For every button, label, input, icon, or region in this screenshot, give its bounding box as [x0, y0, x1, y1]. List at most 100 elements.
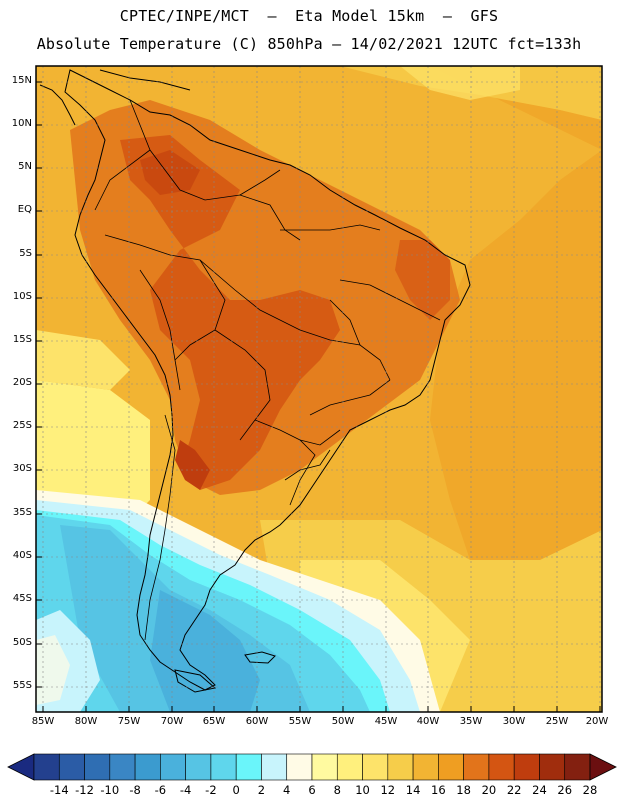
country-borders	[94, 99, 441, 641]
colorbar-label: 16	[431, 783, 446, 797]
lon-label-50w: 50W	[331, 716, 355, 727]
colorbar-label: 0	[232, 783, 240, 797]
lat-label-30s: 30S	[12, 463, 32, 474]
colorbar-box-2	[84, 753, 111, 781]
colorbar-label: -8	[129, 783, 141, 797]
border-12	[309, 379, 391, 416]
lon-label-75w: 75W	[117, 716, 141, 727]
colorbar-label: 6	[308, 783, 316, 797]
temperature-map	[35, 65, 603, 713]
colorbar-label: 18	[456, 783, 471, 797]
colorbar-box-10	[286, 753, 313, 781]
border-15	[144, 414, 176, 641]
lat-label-10s: 10S	[12, 291, 32, 302]
colorbar-label: 20	[481, 783, 497, 797]
colorbar-label: 10	[355, 783, 370, 797]
colorbar-box-11	[311, 753, 338, 781]
colorbar-label: -2	[205, 783, 217, 797]
lat-label-45s: 45S	[12, 593, 32, 604]
lat-label-55s: 55S	[12, 680, 32, 691]
lon-label-65w: 65W	[202, 716, 226, 727]
colorbar-low-arrow	[7, 753, 35, 781]
graticule	[36, 66, 602, 712]
colorbar-label: 8	[333, 783, 341, 797]
field-patagonia-ice	[36, 635, 70, 705]
chart-subtitle: Absolute Temperature (C) 850hPa – 14/02/…	[36, 35, 582, 53]
colorbar-box-17	[463, 753, 490, 781]
colorbar-box-1	[58, 753, 85, 781]
lon-label-25w: 25W	[545, 716, 569, 727]
colorbar	[7, 753, 617, 781]
colorbar-label: 14	[405, 783, 421, 797]
border-7	[254, 419, 316, 506]
colorbar-box-3	[109, 753, 136, 781]
lat-label-15s: 15S	[12, 334, 32, 345]
map-frame	[35, 65, 603, 713]
colorbar-label: -4	[179, 783, 192, 797]
lat-label-40s: 40S	[12, 550, 32, 561]
lon-label-45w: 45W	[374, 716, 398, 727]
border-14	[284, 449, 331, 481]
colorbar-box-5	[160, 753, 186, 781]
colorbar-label: 28	[582, 783, 598, 797]
colorbar-label: -10	[100, 783, 120, 797]
colorbar-label: -6	[154, 783, 167, 797]
colorbar-box-14	[387, 753, 414, 781]
border-10	[339, 279, 441, 321]
colorbar-label: -14	[49, 783, 69, 797]
lat-label-eq: EQ	[17, 204, 32, 215]
lon-label-85w: 85W	[31, 716, 55, 727]
lat-label-35s: 35S	[12, 507, 32, 518]
chart-title: CPTEC/INPE/MCT – Eta Model 15km – GFS	[119, 7, 499, 25]
colorbar-label: 2	[257, 783, 266, 797]
border-4	[139, 269, 181, 391]
border-11	[329, 299, 361, 346]
island-falklands	[244, 651, 276, 664]
colorbar-box-12	[336, 753, 363, 781]
lon-label-20w: 20W	[585, 716, 609, 727]
colorbar-label: -12	[75, 783, 94, 797]
coastline-south-america	[64, 69, 471, 691]
lon-label-30w: 30W	[502, 716, 526, 727]
coastlines	[39, 69, 471, 693]
coastline-central-america	[39, 84, 76, 126]
lon-label-70w: 70W	[160, 716, 184, 727]
lat-label-50s: 50S	[12, 637, 32, 648]
colorbar-label: 24	[532, 783, 547, 797]
border-16	[239, 169, 281, 196]
field-continent-24	[175, 440, 210, 490]
colorbar-box-9	[261, 753, 288, 781]
colorbar-high-arrow	[589, 753, 617, 781]
colorbar-box-15	[412, 753, 439, 781]
lat-label-15n: 15N	[11, 75, 32, 86]
colorbar-box-7	[210, 753, 237, 781]
colorbar-label: 4	[283, 783, 291, 797]
lon-label-35w: 35W	[459, 716, 483, 727]
lat-label-20s: 20S	[12, 377, 32, 388]
colorbar-label: 22	[506, 783, 522, 797]
field-northeast-brazil	[395, 240, 450, 320]
colorbar-box-13	[362, 753, 389, 781]
lon-label-80w: 80W	[74, 716, 98, 727]
field-pacific-cool	[36, 380, 150, 520]
field-north-warm	[400, 66, 520, 100]
border-6	[214, 329, 271, 441]
coastline-caribbean	[99, 69, 191, 91]
temperature-field	[36, 66, 602, 712]
lat-label-10n: 10N	[11, 118, 32, 129]
colorbar-box-4	[134, 753, 161, 781]
colorbar-box-8	[235, 753, 262, 781]
field-east-ocean	[430, 66, 602, 600]
field-pacific-mild	[36, 330, 130, 390]
map-ticks	[36, 81, 601, 712]
colorbar-box-0	[33, 753, 60, 781]
lat-label-5n: 5N	[18, 161, 32, 172]
lat-label-5s: 5S	[19, 248, 32, 259]
lon-label-40w: 40W	[416, 716, 440, 727]
border-13	[299, 429, 341, 446]
lon-label-60w: 60W	[245, 716, 269, 727]
colorbar-box-18	[488, 753, 515, 781]
colorbar-box-16	[438, 753, 464, 781]
colorbar-box-19	[513, 753, 540, 781]
lat-label-25s: 25S	[12, 420, 32, 431]
